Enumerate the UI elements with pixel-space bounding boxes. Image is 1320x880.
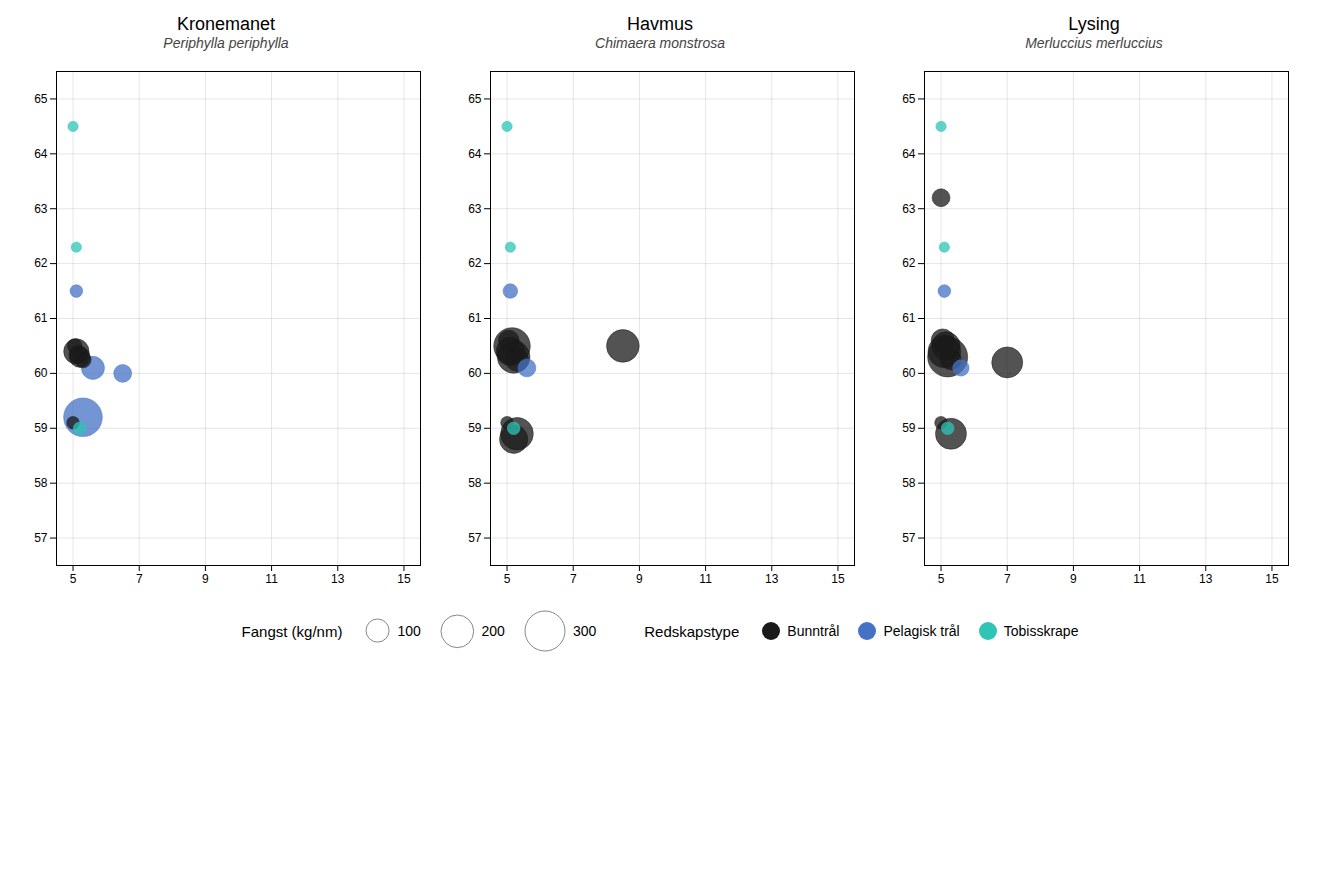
svg-text:5: 5 [938,572,945,586]
svg-text:58: 58 [468,476,482,490]
svg-text:15: 15 [1265,572,1279,586]
svg-text:64: 64 [902,147,916,161]
html-text:Chimaera monstrosa: Chimaera monstrosa [595,35,725,51]
svg-text:15: 15 [397,572,411,586]
svg-text:62: 62 [34,256,48,270]
html-text:Pelagisk trål: Pelagisk trål [883,623,960,639]
svg-text:9: 9 [202,572,209,586]
svg-text:64: 64 [468,147,482,161]
svg-text:61: 61 [902,311,916,325]
svg-text:11: 11 [1133,572,1146,586]
html-text:Bunntrål: Bunntrål [787,623,840,639]
svg-text:13: 13 [1199,572,1213,586]
svg-text:59: 59 [468,421,482,435]
svg-text:57: 57 [902,531,916,545]
html-text:100: 100 [397,623,421,639]
svg-text:63: 63 [468,202,482,216]
svg-text:15: 15 [831,572,845,586]
svg-text:11: 11 [265,572,278,586]
html-text:Havmus: Havmus [627,14,693,34]
svg-text:60: 60 [902,366,916,380]
svg-text:65: 65 [468,92,482,106]
svg-text:62: 62 [902,256,916,270]
svg-text:62: 62 [468,256,482,270]
svg-text:5: 5 [70,572,77,586]
html-text:Kronemanet: Kronemanet [177,14,275,34]
svg-text:5: 5 [504,572,511,586]
html-text:Tobisskrape: Tobisskrape [1003,623,1079,639]
svg-text:61: 61 [34,311,48,325]
svg-text:63: 63 [34,202,48,216]
svg-text:13: 13 [331,572,345,586]
svg-text:65: 65 [34,92,48,106]
html-text:Merluccius merluccius: Merluccius merluccius [1025,35,1163,51]
svg-text:59: 59 [34,421,48,435]
html-text:300: 300 [572,623,597,639]
svg-text:7: 7 [570,572,577,586]
svg-text:64: 64 [34,147,48,161]
html-text:200: 200 [481,623,505,639]
html-text:Fangst (kg/nm): Fangst (kg/nm) [241,622,343,640]
svg-text:58: 58 [902,476,916,490]
html-text:Redskapstype: Redskapstype [644,622,740,640]
svg-text:57: 57 [34,531,48,545]
svg-text:11: 11 [699,572,712,586]
svg-text:13: 13 [765,572,779,586]
svg-text:58: 58 [34,476,48,490]
svg-text:60: 60 [34,366,48,380]
svg-text:57: 57 [468,531,482,545]
svg-text:65: 65 [902,92,916,106]
svg-text:59: 59 [902,421,916,435]
svg-text:63: 63 [902,202,916,216]
svg-text:7: 7 [136,572,143,586]
svg-text:60: 60 [468,366,482,380]
svg-text:9: 9 [636,572,643,586]
svg-text:7: 7 [1004,572,1011,586]
svg-text:61: 61 [468,311,482,325]
html-text:Lysing: Lysing [1068,14,1120,34]
html-text:Periphylla periphylla: Periphylla periphylla [163,35,289,51]
svg-text:9: 9 [1070,572,1077,586]
